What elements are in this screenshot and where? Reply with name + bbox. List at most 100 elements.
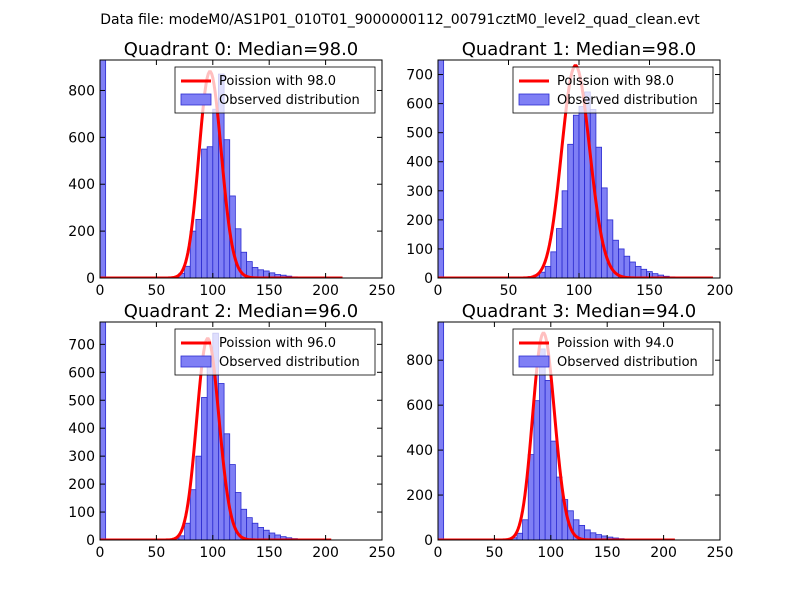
- legend-label-observed: Observed distribution: [219, 355, 360, 370]
- histogram-bar: [195, 455, 202, 540]
- y-tick-label: 100: [406, 242, 433, 258]
- poisson-fit-line: [438, 64, 713, 278]
- histogram-bar: [556, 228, 563, 278]
- y-tick-label: 0: [424, 271, 433, 287]
- x-tick-label: 50: [485, 545, 503, 561]
- legend-label-observed: Observed distribution: [557, 93, 698, 108]
- y-tick-label: 400: [406, 443, 433, 459]
- y-tick-label: 600: [406, 398, 433, 414]
- histogram-bar: [550, 440, 557, 540]
- y-tick-label: 400: [406, 155, 433, 171]
- histogram-bar: [578, 106, 586, 278]
- histogram-bar: [623, 255, 631, 278]
- legend: Poission with 94.0 Observed distribution: [512, 328, 714, 376]
- histogram-bar: [251, 522, 259, 540]
- histogram-bar: [533, 400, 540, 540]
- x-tick-label: 50: [147, 545, 165, 561]
- y-tick-label: 300: [406, 184, 433, 200]
- histogram-bar: [246, 517, 253, 540]
- legend-label-observed: Observed distribution: [557, 355, 698, 370]
- quadrant-title: Quadrant 2: Median=96.0: [124, 301, 359, 322]
- histogram-bar: [618, 248, 625, 278]
- histogram-bar: [201, 148, 208, 278]
- axes-frame: [99, 59, 383, 279]
- quadrant-1-panel: 0 50 100 150 200 0 100 200 300 400 500 600 700 Quadra…: [406, 39, 733, 299]
- axes-frame: [437, 321, 721, 541]
- poisson-fit-line: [438, 331, 675, 540]
- histogram-bar: [635, 265, 642, 278]
- histogram-bar: [212, 108, 219, 278]
- x-tick-label: 200: [312, 545, 339, 561]
- y-tick-label: 600: [68, 365, 95, 381]
- y-tick-label: 800: [406, 353, 433, 369]
- y-tick-label: 800: [68, 83, 95, 99]
- histogram-bar: [572, 114, 580, 278]
- histogram-bar: [438, 60, 445, 278]
- histogram-bar: [195, 218, 202, 278]
- histogram-bar: [629, 261, 636, 278]
- x-tick-label: 0: [434, 283, 443, 299]
- x-tick-label: 150: [256, 283, 283, 299]
- y-tick-label: 600: [406, 97, 433, 113]
- y-tick-label: 500: [68, 393, 95, 409]
- quadrant-title: Quadrant 3: Median=94.0: [462, 301, 697, 322]
- x-tick-label: 0: [96, 545, 105, 561]
- y-tick-label: 0: [86, 271, 95, 287]
- x-tick-label: 0: [434, 545, 443, 561]
- histogram-bar: [522, 519, 529, 540]
- y-tick-label: 200: [68, 224, 95, 240]
- histogram-bar: [567, 143, 574, 278]
- histogram-bar: [544, 380, 552, 540]
- legend: Poission with 98.0 Observed distribution: [174, 66, 376, 114]
- y-tick-label: 400: [68, 177, 95, 193]
- x-tick-label: 200: [707, 283, 734, 299]
- histogram-bar: [206, 146, 214, 278]
- x-tick-label: 50: [147, 283, 165, 299]
- legend-label-fit: Poission with 98.0: [219, 74, 336, 89]
- x-tick-label: 100: [199, 283, 226, 299]
- x-tick-label: 100: [566, 283, 593, 299]
- y-tick-label: 200: [68, 477, 95, 493]
- histogram-bar: [184, 522, 191, 540]
- y-tick-label: 400: [68, 421, 95, 437]
- histogram-bar: [257, 527, 264, 540]
- x-tick-label: 150: [636, 283, 663, 299]
- x-tick-label: 200: [650, 545, 677, 561]
- legend-label-observed: Observed distribution: [219, 93, 360, 108]
- y-tick-label: 100: [68, 505, 95, 521]
- histogram-bar: [100, 322, 107, 540]
- x-tick-label: 150: [594, 545, 621, 561]
- y-tick-label: 600: [68, 130, 95, 146]
- x-tick-label: 250: [369, 545, 396, 561]
- histogram-bar: [544, 265, 552, 278]
- legend: Poission with 96.0 Observed distribution: [174, 328, 376, 376]
- quadrant-title: Quadrant 1: Median=98.0: [462, 39, 697, 60]
- quadrant-0-panel: 0 50 100 150 200 250 0 200 400 600 800 Quadrant 0: …: [68, 39, 395, 299]
- x-tick-label: 100: [199, 545, 226, 561]
- histogram-bar: [438, 322, 445, 540]
- histogram-bar: [601, 187, 608, 278]
- y-tick-label: 700: [406, 68, 433, 84]
- legend: Poission with 98.0 Observed distribution: [512, 66, 714, 114]
- legend-bar-swatch: [518, 93, 550, 106]
- y-tick-label: 700: [68, 337, 95, 353]
- y-tick-label: 200: [406, 213, 433, 229]
- histogram-bar: [100, 60, 107, 278]
- x-tick-label: 250: [707, 545, 734, 561]
- x-tick-label: 50: [500, 283, 518, 299]
- quadrant-2-panel: 0 50 100 150 200 250 0 100 200 300 400 500 600 700 Qua…: [68, 301, 395, 561]
- y-tick-label: 0: [86, 533, 95, 549]
- y-tick-label: 300: [68, 449, 95, 465]
- histogram-bar: [240, 508, 248, 540]
- poisson-fit-line: [100, 337, 332, 540]
- legend-bar-swatch: [180, 93, 212, 106]
- figure-suptitle: Data file: modeM0/AS1P01_010T01_90000001…: [100, 12, 700, 28]
- histogram-bar: [184, 265, 191, 278]
- histogram-bar: [539, 348, 546, 540]
- poisson-fit-line: [100, 70, 343, 278]
- y-tick-label: 200: [406, 488, 433, 504]
- histogram-bar: [201, 397, 208, 540]
- x-tick-label: 0: [96, 283, 105, 299]
- legend-label-fit: Poission with 94.0: [557, 336, 674, 351]
